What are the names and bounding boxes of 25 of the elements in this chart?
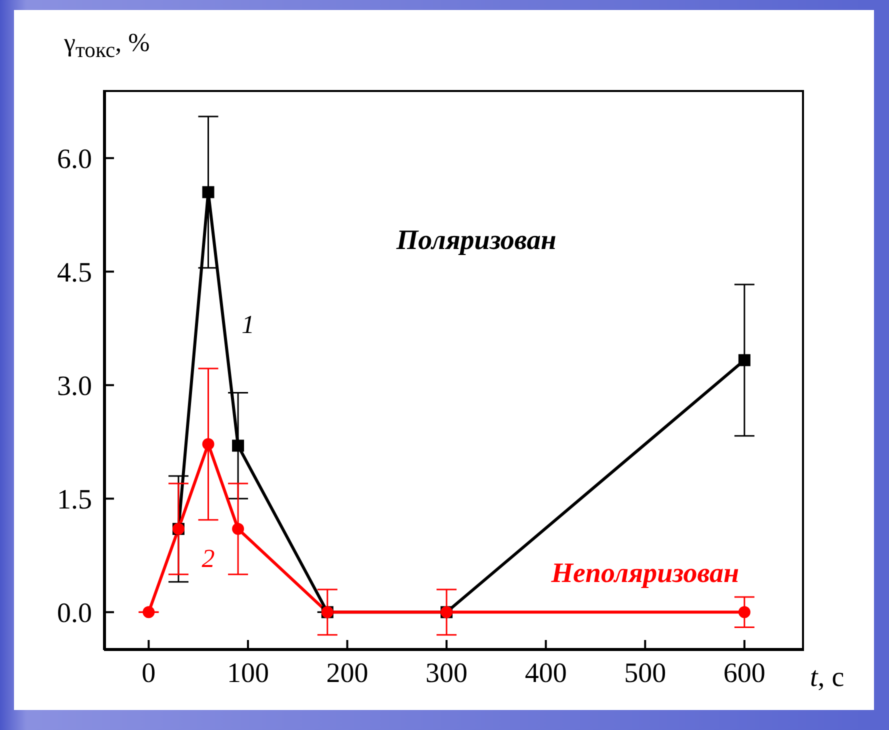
y-tick-label: 6.0 <box>57 144 92 176</box>
point <box>232 440 244 452</box>
x-axis-title: t, c <box>810 662 844 694</box>
point <box>202 438 214 450</box>
point <box>142 606 155 618</box>
annotation: Неполяризован <box>551 558 740 590</box>
y-tick-label: 3.0 <box>57 371 92 402</box>
y-tick-label: 1.5 <box>57 484 92 516</box>
y-axis-title: γ$_{токс}$, % <box>64 28 150 62</box>
annotation: 1 <box>241 310 254 340</box>
annotation: Поляризован <box>396 225 556 258</box>
y-tick-label: 4.5 <box>57 258 92 289</box>
x-tick-label: 100 <box>226 658 269 689</box>
point <box>738 354 750 366</box>
point <box>738 606 750 618</box>
annotation: 2 <box>202 544 215 574</box>
x-tick-label: 600 <box>723 658 766 689</box>
y-tick-label: 0.0 <box>57 598 92 630</box>
x-tick-label: 0 <box>142 658 156 689</box>
x-tick-label: 300 <box>426 658 468 689</box>
point <box>232 522 244 535</box>
x-tick-label: 500 <box>624 658 666 689</box>
point <box>202 186 214 198</box>
x-tick-label: 400 <box>524 658 567 689</box>
x-tick-label: 200 <box>326 658 368 689</box>
